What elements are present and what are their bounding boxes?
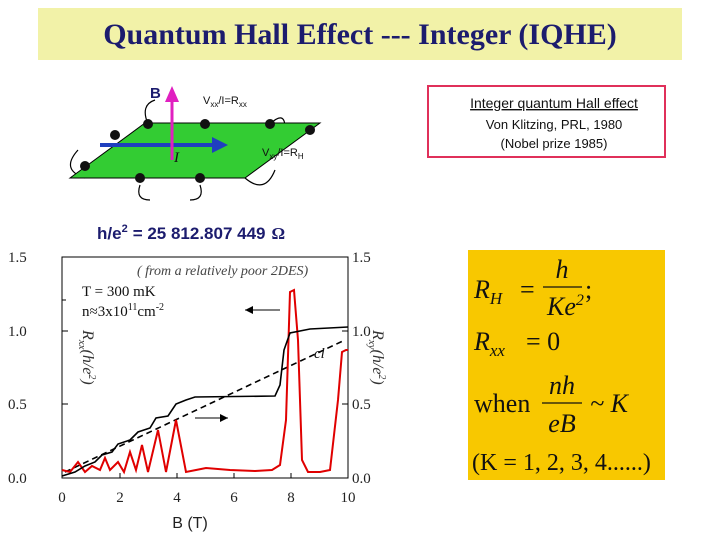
- text: cm: [137, 304, 156, 320]
- b-label: B: [150, 85, 161, 102]
- left-tick-label: 1.5: [8, 250, 27, 266]
- right-tick-label: 0.0: [352, 471, 371, 487]
- x-tick-label: 6: [230, 490, 238, 506]
- subscript: xy: [269, 152, 277, 161]
- text: R: [473, 275, 490, 304]
- plot-note: ( from a relatively poor 2DES): [137, 264, 309, 279]
- text: /I=R: [277, 147, 298, 159]
- approx-k: ~ K: [590, 389, 630, 418]
- denominator: eB: [548, 409, 576, 438]
- rh-symbol: RH: [473, 275, 504, 308]
- density: n≈3x1011cm-2: [82, 302, 164, 320]
- text: (h/e: [79, 350, 96, 375]
- subscript: xx: [239, 100, 247, 109]
- equals: =: [520, 275, 535, 304]
- classical-label: cl: [314, 346, 325, 362]
- k-list: (K = 1, 2, 3, 4......): [472, 450, 651, 476]
- denominator: Ke2: [546, 292, 584, 321]
- vxy-label: Vxy/I=RH: [262, 147, 304, 161]
- superscript: 2: [122, 223, 128, 235]
- hall-bar-diagram: B I Vxx/I=Rxx Vxy/I=RH: [68, 85, 322, 201]
- title: Quantum Hall Effect --- Integer (IQHE): [103, 18, 617, 51]
- x-tick-label: 8: [287, 490, 295, 506]
- vxx-label: Vxx/I=Rxx: [203, 95, 247, 109]
- x-tick-label: 4: [173, 490, 181, 506]
- left-tick-label: 0.5: [8, 397, 27, 413]
- rxx-symbol: Rxx: [473, 327, 505, 360]
- subscript: xx: [210, 100, 218, 109]
- text: /I=R: [218, 95, 239, 107]
- text: = 25 812.807 449: [133, 224, 266, 243]
- superscript: 11: [128, 302, 138, 313]
- when: when: [474, 389, 530, 418]
- subscript: xx: [76, 339, 88, 350]
- text: R: [369, 329, 386, 340]
- left-axis-label: Rxx(h/e2): [76, 329, 97, 385]
- subscript: xx: [489, 341, 506, 360]
- text: Ke: [546, 292, 576, 321]
- text: V: [262, 147, 270, 159]
- left-tick-label: 1.0: [8, 324, 27, 340]
- right-axis-label: Rxy(h/e2): [366, 329, 387, 385]
- x-axis-label: B (T): [172, 515, 208, 532]
- superscript: -2: [156, 302, 164, 313]
- semicolon: ;: [585, 275, 592, 304]
- i-label: I: [173, 150, 180, 166]
- x-tick-label: 2: [116, 490, 124, 506]
- von-klitzing-constant: h/e2 = 25 812.807 449 Ω: [97, 223, 285, 243]
- text: ): [369, 378, 386, 384]
- text: R: [473, 327, 490, 356]
- superscript: 2: [376, 374, 387, 379]
- reference-box: [427, 85, 666, 158]
- title-box: [38, 8, 682, 60]
- text: ): [79, 378, 96, 384]
- formula-box: [468, 250, 665, 480]
- reference-heading: Integer quantum Hall effect: [470, 95, 638, 111]
- left-tick-label: 0.0: [8, 471, 27, 487]
- text: R: [79, 329, 96, 340]
- right-tick-label: 0.5: [352, 397, 371, 413]
- text: h/e: [97, 224, 122, 243]
- numerator: nh: [549, 371, 575, 400]
- subscript: H: [298, 152, 304, 161]
- subscript: xy: [366, 339, 378, 350]
- plot: [61, 256, 349, 479]
- right-tick-label: 1.0: [352, 324, 371, 340]
- subscript: H: [489, 289, 504, 308]
- x-tick-label: 0: [58, 490, 66, 506]
- text: Ω: [272, 224, 286, 243]
- text: n≈3x10: [82, 304, 128, 320]
- superscript: 2: [576, 292, 584, 309]
- text: (h/e: [369, 350, 386, 375]
- x-tick-label: 10: [341, 490, 356, 506]
- rxx-value: = 0: [526, 327, 560, 356]
- numerator: h: [556, 255, 569, 284]
- reference-prize: (Nobel prize 1985): [501, 136, 608, 151]
- reference-citation: Von Klitzing, PRL, 1980: [486, 117, 623, 132]
- text: V: [203, 95, 211, 107]
- superscript: 2: [86, 374, 97, 379]
- right-tick-label: 1.5: [352, 250, 371, 266]
- temperature: T = 300 mK: [82, 284, 156, 300]
